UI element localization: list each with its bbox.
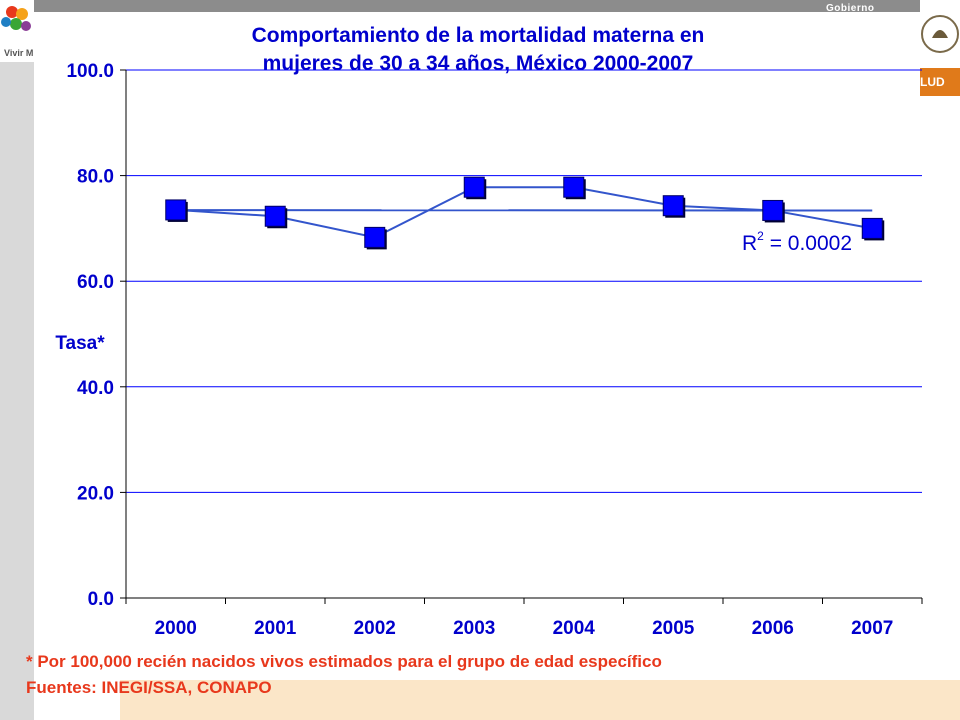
data-point (264, 205, 286, 227)
y-tick-label: 80.0 (77, 167, 114, 188)
x-tick-label: 2002 (354, 618, 396, 639)
data-point (861, 217, 883, 239)
bottom-band (120, 680, 960, 720)
footnote-sources: Fuentes: INEGI/SSA, CONAPO (26, 678, 272, 697)
chart-title-line1: Comportamiento de la mortalidad materna … (252, 24, 705, 47)
r-squared-symbol: R (742, 232, 757, 255)
vivir-mejor-logo: Vivir M (0, 0, 34, 62)
r-squared-value: = 0.0002 (764, 232, 852, 255)
x-tick-label: 2003 (453, 618, 495, 639)
logo-caption: Vivir M (4, 48, 34, 58)
data-point (762, 199, 784, 221)
y-tick-label: 60.0 (77, 272, 114, 293)
r-squared-label: R2 = 0.0002 (742, 229, 852, 255)
x-tick-label: 2005 (652, 618, 695, 639)
x-tick-label: 2001 (254, 618, 297, 639)
footnote-note: * Por 100,000 recién nacidos vivos estim… (26, 652, 662, 671)
chart-title-line2: mujeres de 30 a 34 años, México 2000-200… (263, 52, 694, 75)
data-point (662, 195, 684, 217)
y-tick-label: 100.0 (66, 61, 114, 82)
bottom-left-block (34, 680, 120, 720)
gobierno-label: Gobierno (826, 3, 875, 14)
left-strip (0, 0, 34, 720)
salud-band (914, 68, 960, 96)
x-tick-label: 2006 (752, 618, 794, 639)
data-point (364, 226, 386, 248)
y-tick-label: 40.0 (77, 378, 114, 399)
y-tick-label: 0.0 (88, 589, 114, 610)
x-tick-label: 2004 (553, 618, 596, 639)
data-point (165, 199, 187, 221)
eagle-seal-icon (921, 15, 959, 53)
x-tick-label: 2007 (851, 618, 893, 639)
salud-label: LUD (920, 75, 945, 89)
r-squared-exponent: 2 (757, 229, 764, 243)
y-axis-label: Tasa* (55, 333, 105, 354)
data-point (463, 176, 485, 198)
series-line (175, 186, 873, 239)
flower-logo-icon (1, 6, 31, 31)
x-tick-label: 2000 (155, 618, 197, 639)
y-tick-label: 20.0 (77, 483, 114, 504)
slide-panel (34, 12, 920, 680)
data-point (563, 176, 585, 198)
